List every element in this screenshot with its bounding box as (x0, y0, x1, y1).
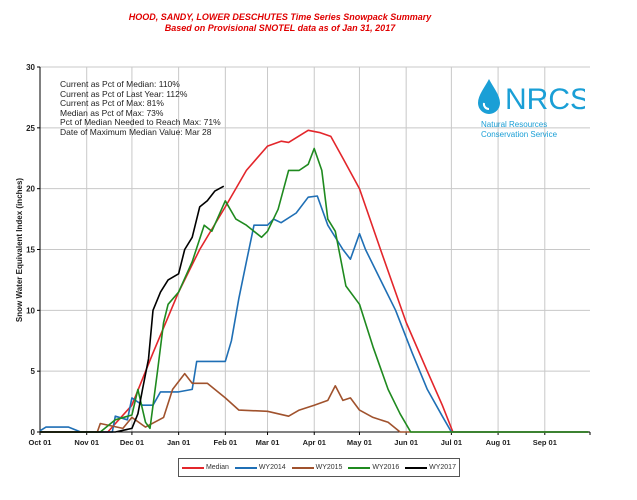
y-tick-label: 10 (26, 306, 35, 315)
chart-title: HOOD, SANDY, LOWER DESCHUTES Time Series… (128, 12, 432, 22)
stat-max-date: Date of Maximum Median Value: Mar 28 (60, 126, 212, 137)
y-tick-label: 25 (26, 124, 35, 133)
stats-box: Current as Pct of Median: 110% Current a… (60, 79, 221, 137)
x-tick-label: Jul 01 (441, 438, 462, 447)
legend-label: WY2016 (372, 464, 400, 471)
stat-median-pct-max: Median as Pct of Max: 73% (60, 107, 164, 118)
legend-label: WY2015 (315, 464, 343, 471)
series-line-wy2016 (40, 147, 589, 433)
y-tick-label: 20 (26, 185, 35, 194)
series-line-wy2014 (39, 195, 589, 433)
x-tick-label: Nov 01 (74, 438, 99, 447)
legend-label: WY2014 (258, 464, 286, 471)
stat-pct-last-year: Current as Pct of Last Year: 112% (60, 88, 188, 99)
stat-needed: Pct of Median Needed to Reach Max: 71% (60, 117, 221, 127)
x-tick-label: Oct 01 (29, 438, 52, 447)
legend-label: WY2017 (429, 464, 456, 471)
y-tick-label: 5 (31, 367, 36, 376)
x-tick-label: Mar 01 (256, 438, 280, 447)
legend-item-wy2014: WY2014 (234, 464, 286, 471)
legend-swatch (181, 466, 204, 469)
legend-item-median: Median (181, 464, 229, 471)
x-tick-label: Jun 01 (394, 438, 418, 447)
x-tick-label: Jan 01 (167, 438, 190, 447)
logo-name: NRCS (505, 83, 585, 116)
series-line-median (40, 129, 589, 433)
legend-swatch (405, 466, 428, 469)
legend-swatch (291, 466, 314, 469)
x-tick-label: Feb 01 (213, 438, 237, 447)
legend-item-wy2015: WY2015 (291, 464, 343, 471)
logo-line1: Natural Resources (481, 120, 547, 129)
series-line-wy2015 (40, 372, 589, 433)
x-tick-label: May 01 (347, 438, 372, 447)
x-tick-label: Sep 01 (533, 438, 557, 447)
legend-item-wy2016: WY2016 (348, 464, 399, 471)
x-tick-label: Aug 01 (486, 438, 511, 447)
y-axis-label: Snow Water Equivalent Index (inches) (15, 178, 24, 323)
nrcs-logo: NRCS Natural Resources Conservation Serv… (475, 75, 590, 150)
x-tick-label: Dec 01 (120, 438, 144, 447)
legend: Median WY2014 WY2015 WY2016 WY2017 (178, 458, 460, 477)
legend-label: Median (205, 464, 229, 471)
stat-pct-max: Current as Pct of Max: 81% (60, 98, 164, 108)
series-line-wy2017 (40, 185, 225, 433)
water-drop-icon: NRCS Natural Resources Conservation Serv… (478, 79, 590, 139)
y-tick-label: 0 (31, 428, 36, 437)
y-tick-label: 15 (26, 246, 35, 255)
y-tick-label: 30 (26, 63, 35, 72)
legend-swatch (234, 466, 257, 469)
x-tick-label: Apr 01 (303, 438, 326, 447)
legend-item-wy2017: WY2017 (405, 464, 456, 471)
legend-swatch (348, 466, 371, 469)
stat-pct-median: Current as Pct of Median: 110% (60, 79, 180, 89)
logo-line2: Conservation Service (481, 130, 558, 139)
chart-subtitle: Based on Provisional SNOTEL data as of J… (164, 23, 396, 33)
